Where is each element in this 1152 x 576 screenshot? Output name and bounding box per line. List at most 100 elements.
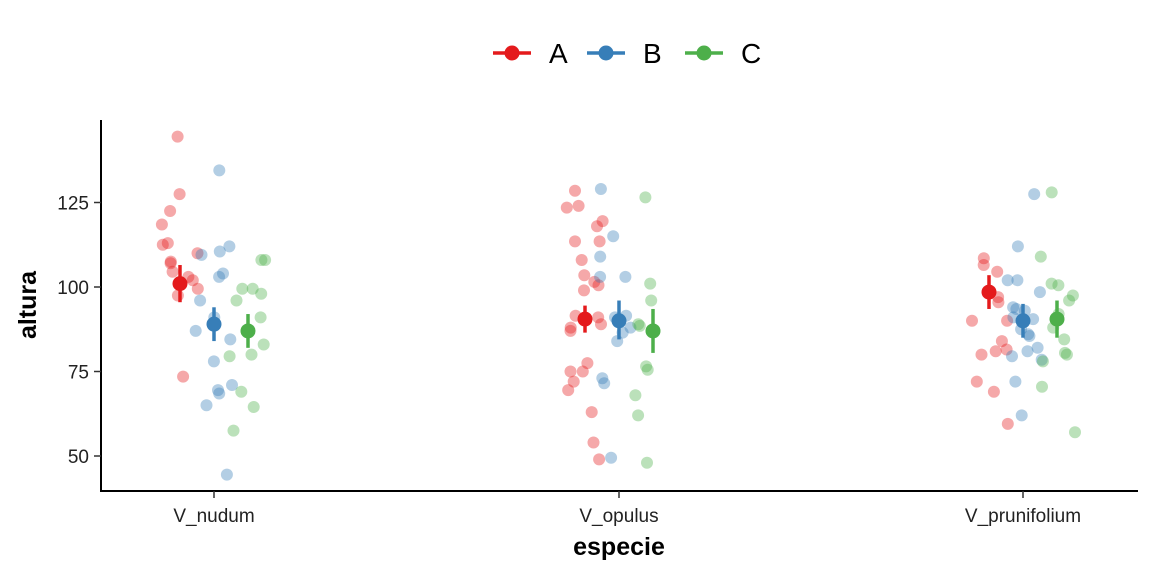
data-point xyxy=(1052,279,1065,292)
data-point xyxy=(223,350,236,363)
mean-point xyxy=(611,313,627,329)
data-point xyxy=(1036,355,1049,368)
data-point xyxy=(207,355,220,368)
data-point xyxy=(576,365,589,378)
y-tick-label: 125 xyxy=(57,194,89,215)
data-point xyxy=(598,377,611,390)
data-point xyxy=(989,345,1002,358)
data-point xyxy=(569,184,581,197)
data-point xyxy=(619,270,632,283)
data-point xyxy=(1015,409,1028,422)
data-point xyxy=(235,385,248,398)
data-point xyxy=(213,164,226,177)
data-point xyxy=(1001,314,1014,327)
legend-label: A xyxy=(549,38,568,69)
data-point xyxy=(1000,343,1013,356)
data-point xyxy=(1045,277,1058,290)
data-point xyxy=(1069,426,1081,439)
data-point xyxy=(194,294,207,307)
x-axis-ticks: V_nudum V_opulus V_prunifolium xyxy=(173,491,1081,527)
data-point xyxy=(1007,301,1020,314)
data-point xyxy=(605,451,618,464)
data-point xyxy=(585,406,598,419)
data-point xyxy=(246,282,259,295)
data-point xyxy=(992,296,1005,309)
data-point xyxy=(1010,303,1023,315)
data-point xyxy=(227,424,240,437)
data-point xyxy=(592,311,605,324)
data-point xyxy=(593,235,606,248)
data-point xyxy=(254,311,267,324)
data-point xyxy=(593,453,606,466)
y-tick-label: 100 xyxy=(57,278,89,299)
mean-point xyxy=(172,276,188,292)
data-point xyxy=(1022,328,1035,341)
data-point xyxy=(1006,350,1018,363)
data-point xyxy=(578,269,591,282)
data-point xyxy=(1009,375,1022,388)
data-point xyxy=(1045,186,1058,199)
data-point xyxy=(975,348,988,361)
data-point xyxy=(166,265,179,278)
data-point xyxy=(633,319,646,332)
data-point xyxy=(1023,330,1036,342)
data-point xyxy=(594,250,607,263)
data-point xyxy=(156,238,169,251)
data-point xyxy=(236,282,249,295)
data-point xyxy=(255,254,268,266)
data-point xyxy=(259,254,272,266)
data-point xyxy=(629,389,642,402)
data-point xyxy=(564,324,577,337)
data-point xyxy=(995,335,1008,348)
data-point xyxy=(224,333,237,346)
legend-key-point xyxy=(504,45,520,61)
mean-point xyxy=(645,323,661,339)
data-point xyxy=(1060,348,1073,361)
data-point xyxy=(575,254,588,266)
data-point xyxy=(177,370,190,383)
data-point xyxy=(645,294,658,307)
data-point xyxy=(970,375,983,388)
data-point xyxy=(569,235,581,248)
data-point xyxy=(564,365,577,378)
data-point xyxy=(1001,274,1014,287)
data-point xyxy=(596,215,609,228)
data-point xyxy=(1011,240,1024,253)
data-point xyxy=(596,372,609,385)
data-point xyxy=(171,289,184,302)
data-point xyxy=(213,245,226,258)
data-point xyxy=(607,230,620,243)
data-point xyxy=(594,183,607,195)
data-point xyxy=(245,348,258,361)
data-point xyxy=(155,218,168,231)
mean-point xyxy=(240,323,256,339)
data-point xyxy=(191,247,204,260)
data-point xyxy=(564,321,577,334)
data-point xyxy=(1035,353,1048,366)
data-point xyxy=(560,201,573,214)
data-point xyxy=(255,287,268,300)
data-point xyxy=(164,255,177,268)
legend: A B C xyxy=(493,38,761,69)
legend-key-point xyxy=(598,45,614,61)
mean-point xyxy=(1015,313,1031,329)
legend-key-point xyxy=(696,45,712,61)
data-points xyxy=(155,130,1081,481)
mean-point xyxy=(981,284,997,300)
data-point xyxy=(1028,188,1041,201)
data-point xyxy=(641,363,654,376)
data-point xyxy=(1036,380,1048,393)
mean-point xyxy=(1049,311,1065,327)
data-point xyxy=(592,279,605,292)
data-point xyxy=(213,387,226,400)
data-point xyxy=(987,385,1000,398)
data-point xyxy=(587,436,600,449)
mean-point xyxy=(206,316,222,332)
summary-markers xyxy=(172,265,1065,353)
x-axis-title: especie xyxy=(573,533,665,561)
data-point xyxy=(611,335,624,348)
data-point xyxy=(1058,333,1071,346)
data-point xyxy=(991,265,1004,278)
data-point xyxy=(1031,341,1044,354)
